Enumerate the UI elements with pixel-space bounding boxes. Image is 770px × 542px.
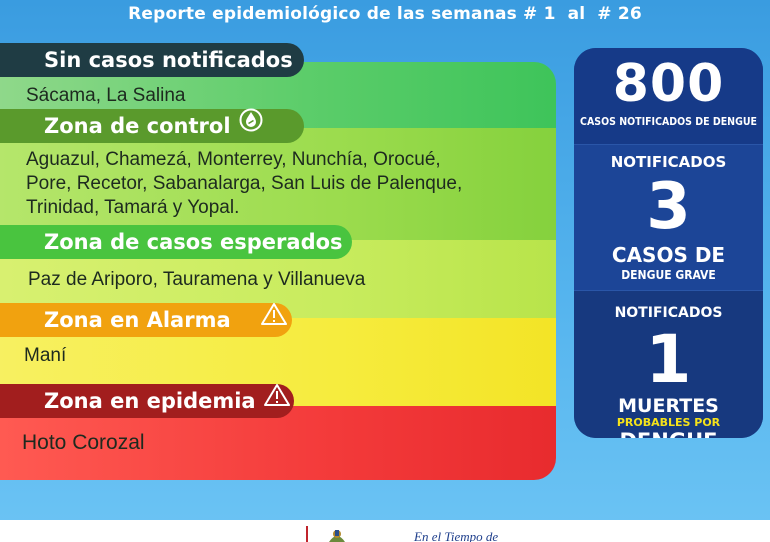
zone-text-control: Aguazul, Chamezá, Monterrey, Nunchía, Or…	[26, 148, 462, 220]
week-from: # 1	[523, 4, 556, 24]
drop-warning-icon	[239, 108, 263, 142]
stat-deaths: NOTIFICADOS 1 MUERTES PROBABLES POR DENG…	[574, 290, 763, 438]
zone-text-line: Trinidad, Tamará y Yopal.	[26, 197, 240, 218]
zone-title-label: Zona de control	[44, 114, 231, 138]
deaths-label-line1: MUERTES	[618, 395, 719, 417]
band-control	[0, 128, 556, 240]
title-prefix: Reporte epidemiológico de las semanas	[128, 4, 517, 24]
total-cases-value: 800	[612, 54, 725, 114]
zone-text-sin-casos: Sácama, La Salina	[26, 85, 186, 106]
warning-triangle-icon	[263, 383, 290, 417]
stat-severe-cases: NOTIFICADOS 3 CASOS DE DENGUE GRAVE	[574, 144, 763, 290]
week-to: # 26	[597, 4, 642, 24]
stat-total-cases: 800 CASOS NOTIFICADOS DE DENGUE	[574, 48, 763, 144]
band-epidemia	[0, 406, 556, 480]
zone-title-epidemia: Zona en epidemia	[0, 384, 294, 418]
warning-triangle-icon	[260, 302, 287, 336]
footer-divider	[306, 526, 308, 542]
zone-title-label: Sin casos notificados	[44, 48, 293, 72]
zone-text-line: Aguazul, Chamezá, Monterrey, Nunchía, Or…	[26, 149, 441, 170]
zone-title-sin-casos: Sin casos notificados	[0, 43, 304, 77]
coat-of-arms-icon	[326, 528, 348, 542]
zone-title-label: Zona en Alarma	[44, 308, 231, 332]
stats-panel: 800 CASOS NOTIFICADOS DE DENGUE NOTIFICA…	[574, 48, 763, 438]
zone-title-alarma: Zona en Alarma	[0, 303, 292, 337]
footer-strip: En el Tiempo de	[0, 520, 770, 542]
title-connector: al	[567, 4, 586, 24]
report-title: Reporte epidemiológico de las semanas # 1…	[0, 4, 770, 24]
total-cases-label: CASOS NOTIFICADOS DE DENGUE	[580, 116, 757, 128]
deaths-label-yellow: PROBABLES POR	[616, 416, 721, 429]
zone-title-label: Zona en epidemia	[44, 389, 256, 413]
severe-cases-value: 3	[646, 170, 691, 244]
deaths-value: 1	[645, 321, 692, 398]
zone-title-esperados: Zona de casos esperados	[0, 225, 352, 259]
zone-text-epidemia: Hoto Corozal	[22, 431, 145, 454]
severe-label-line2: DENGUE GRAVE	[621, 268, 716, 282]
severe-label-line1: CASOS DE	[611, 243, 726, 267]
zone-text-line: Pore, Recetor, Sabanalarga, San Luis de …	[26, 173, 463, 194]
zone-title-label: Zona de casos esperados	[44, 230, 343, 254]
severe-top-label: NOTIFICADOS	[610, 153, 727, 171]
deaths-label-line3: DENGUE	[574, 429, 763, 438]
deaths-top-label: NOTIFICADOS	[614, 305, 723, 321]
zone-text-esperados: Paz de Ariporo, Tauramena y Villanueva	[28, 269, 366, 290]
zone-title-control: Zona de control	[0, 108, 304, 143]
footer-slogan: En el Tiempo de	[414, 529, 499, 542]
zone-text-alarma: Maní	[24, 345, 67, 366]
